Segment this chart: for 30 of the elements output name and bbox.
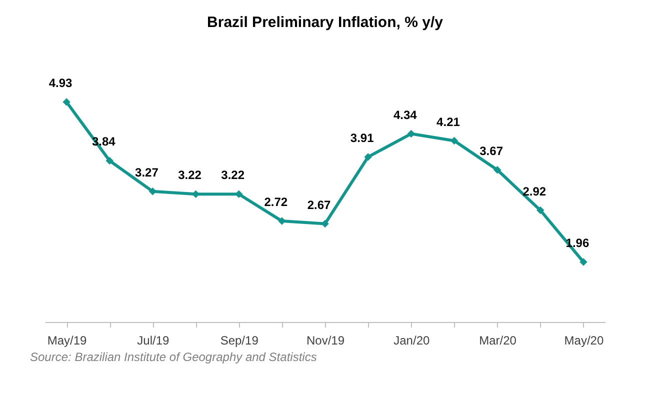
point (106, 156, 114, 165)
data-label: 3.22 (221, 168, 245, 182)
point (321, 220, 329, 228)
point (364, 153, 372, 161)
data-label: 3.27 (135, 165, 159, 180)
point (580, 258, 588, 266)
data-label: 2.92 (522, 184, 546, 198)
point (62, 98, 70, 106)
point (407, 130, 416, 138)
data-label: 3.67 (480, 144, 504, 158)
chart-title: Brazil Preliminary Inflation, % y/y (207, 14, 444, 31)
x-tick-label: May/20 (564, 334, 604, 348)
data-label: 4.34 (393, 108, 418, 122)
data-label: 4.93 (48, 76, 73, 90)
point (278, 217, 286, 225)
data-label: 3.22 (178, 168, 202, 182)
x-tick-label: Mar/20 (479, 334, 517, 348)
data-label: 2.72 (264, 195, 288, 210)
source-note: Source: Brazilian Institute of Geography and Statistics (30, 350, 317, 364)
point (493, 166, 502, 174)
point (536, 206, 544, 214)
x-tick-label: Jul/19 (137, 334, 170, 348)
data-label: 4.21 (436, 114, 460, 129)
x-tick-label: May/19 (47, 334, 88, 348)
data-label: 3.91 (350, 130, 374, 145)
data-label: 2.67 (307, 198, 331, 212)
x-tick-label: Nov/19 (306, 334, 345, 348)
x-tick-label: Sep/19 (220, 334, 259, 348)
point (450, 136, 458, 145)
x-tick-label: Jan/20 (394, 334, 430, 348)
